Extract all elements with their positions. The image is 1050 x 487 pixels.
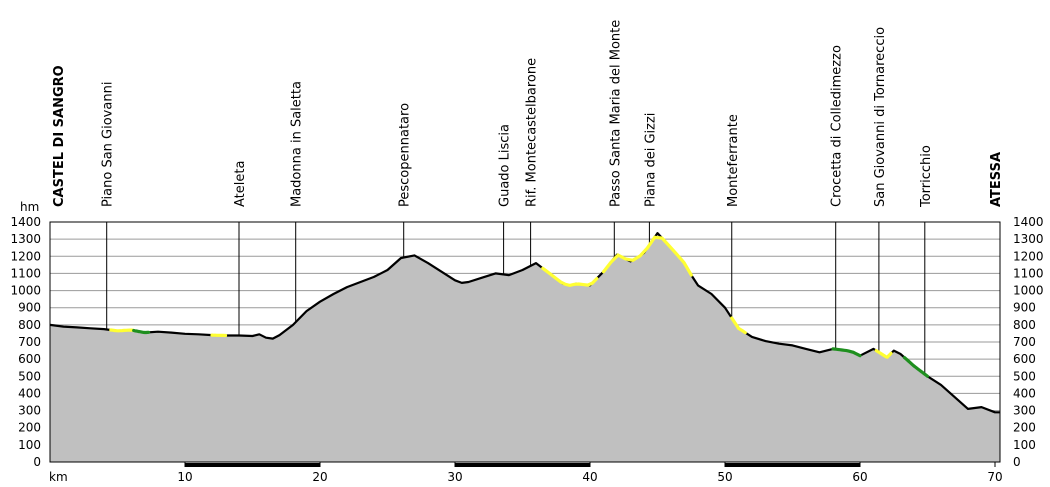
y-tick-label-right: 1300 bbox=[1013, 232, 1044, 246]
y-tick-label-right: 0 bbox=[1013, 455, 1021, 469]
scale-bar-segment bbox=[185, 463, 320, 467]
y-axis-left: 0 100 200 300 400 500 600 700 800 900 1000 1100 1200… bbox=[10, 215, 41, 469]
y-tick-label-right: 100 bbox=[1013, 438, 1036, 452]
waypoint-label: Piano San Giovanni bbox=[101, 82, 116, 207]
y-tick-label: 1300 bbox=[10, 232, 41, 246]
waypoint-label: Passo Santa Maria del Monte bbox=[608, 20, 623, 207]
y-tick-label-right: 800 bbox=[1013, 318, 1036, 332]
y-tick-label: 900 bbox=[18, 301, 41, 315]
waypoint-label: Torricchio bbox=[919, 145, 934, 208]
waypoint-label: Ateleta bbox=[233, 161, 248, 207]
waypoint-label: Piana dei Gizzi bbox=[643, 113, 658, 207]
waypoint-label: Monteferrante bbox=[726, 114, 741, 207]
y-tick-label: 1200 bbox=[10, 249, 41, 263]
y-tick-label-right: 1200 bbox=[1013, 249, 1044, 263]
y-tick-label-right: 900 bbox=[1013, 301, 1036, 315]
y-tick-label-right: 1000 bbox=[1013, 284, 1044, 298]
x-axis: 10 20 30 40 50 60 70 bbox=[177, 462, 1003, 484]
y-tick-label-right: 400 bbox=[1013, 386, 1036, 400]
y-tick-label-right: 500 bbox=[1013, 369, 1036, 383]
y-tick-label: 1100 bbox=[10, 266, 41, 280]
x-tick-label: 20 bbox=[312, 470, 327, 484]
waypoint-label: Madonna in Saletta bbox=[290, 81, 305, 207]
y-tick-label-right: 1100 bbox=[1013, 266, 1044, 280]
waypoint-lines bbox=[106, 222, 926, 375]
elevation-area bbox=[50, 233, 1000, 462]
y-tick-label-right: 600 bbox=[1013, 352, 1036, 366]
highlight-yellow bbox=[874, 349, 893, 359]
highlight-green bbox=[132, 328, 151, 335]
x-tick-label: 10 bbox=[177, 470, 192, 484]
x-axis-title: km bbox=[49, 470, 68, 484]
y-tick-label: 700 bbox=[18, 335, 41, 349]
scale-bar-segment bbox=[725, 463, 860, 467]
y-tick-label-right: 200 bbox=[1013, 421, 1036, 435]
y-tick-label: 1000 bbox=[10, 284, 41, 298]
y-tick-label: 600 bbox=[18, 352, 41, 366]
waypoint-label: CASTEL DI SANGRO bbox=[52, 65, 67, 207]
waypoint-label: ATESSA bbox=[989, 152, 1004, 207]
y-tick-label: 0 bbox=[33, 455, 41, 469]
y-tick-label: 500 bbox=[18, 369, 41, 383]
plot-frame bbox=[49, 221, 1001, 463]
x-tick-label: 70 bbox=[987, 470, 1002, 484]
waypoint-label: Pescopennataro bbox=[398, 103, 413, 207]
scale-bar-segment bbox=[455, 463, 590, 467]
waypoint-label: Rif. Montecastelbarone bbox=[525, 58, 540, 207]
waypoint-label: Guado Liscia bbox=[498, 124, 513, 207]
y-tick-label-right: 300 bbox=[1013, 404, 1036, 418]
km-scale-bars bbox=[185, 463, 860, 467]
y-axis-right: 0 100 200 300 400 500 600 700 800 900 1000 1100 1200… bbox=[1013, 215, 1044, 469]
y-tick-label: 200 bbox=[18, 421, 41, 435]
x-tick-label: 60 bbox=[852, 470, 867, 484]
highlight-green bbox=[902, 356, 930, 378]
y-axis-title: hm bbox=[20, 200, 39, 214]
y-tick-label: 1400 bbox=[10, 215, 41, 229]
y-tick-label: 100 bbox=[18, 438, 41, 452]
y-tick-label: 400 bbox=[18, 386, 41, 400]
x-tick-label: 40 bbox=[582, 470, 597, 484]
highlight-yellow bbox=[541, 266, 599, 288]
y-tick-label-right: 700 bbox=[1013, 335, 1036, 349]
highlight-yellow bbox=[730, 316, 747, 335]
y-tick-label: 300 bbox=[18, 404, 41, 418]
highlight-segments bbox=[109, 235, 930, 378]
highlight-yellow bbox=[109, 328, 136, 333]
waypoint-label: Crocetta di Colledimezzo bbox=[830, 45, 845, 207]
highlight-green bbox=[831, 347, 862, 358]
y-tick-label: 800 bbox=[18, 318, 41, 332]
waypoint-labels: CASTEL DI SANGRO Piano San Giovanni Atelet… bbox=[52, 20, 1004, 208]
x-tick-label: 50 bbox=[717, 470, 732, 484]
y-tick-label-right: 1400 bbox=[1013, 215, 1044, 229]
x-tick-label: 30 bbox=[447, 470, 462, 484]
highlight-yellow bbox=[601, 235, 693, 277]
waypoint-label: San Giovanni di Tornareccio bbox=[873, 27, 888, 207]
